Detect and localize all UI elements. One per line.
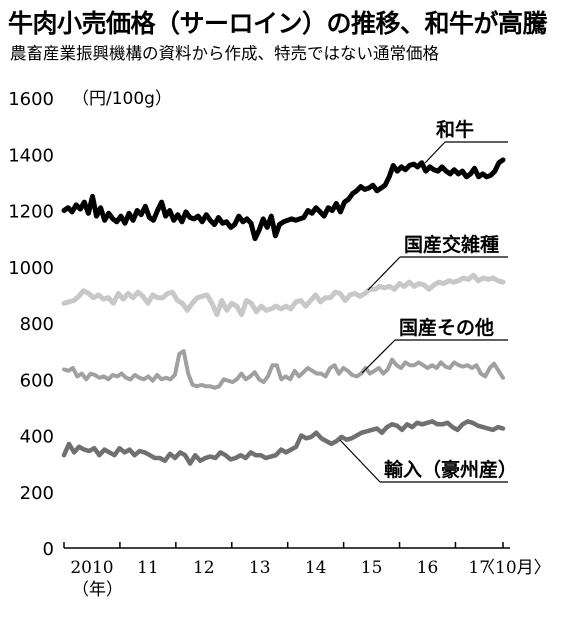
y-tick-label: 1000 [8, 258, 54, 279]
x-tick-label: 16 [417, 558, 439, 578]
y-tick-label: 200 [20, 483, 54, 504]
x-tick-label: 11 [137, 558, 159, 578]
series-lines [61, 157, 506, 466]
x-axis-year-unit: （年） [72, 580, 123, 600]
callout-leader [361, 339, 396, 374]
callout-label-1: 国産交雑種 [404, 233, 499, 256]
callout-label-2: 国産その他 [399, 316, 494, 339]
x-tick-label: 14 [305, 558, 327, 578]
series-line-1 [61, 272, 506, 318]
y-tick-label: 0 [43, 539, 54, 560]
series-line-3 [61, 419, 506, 466]
callout-leader [424, 141, 446, 164]
y-tick-label: 400 [20, 427, 54, 448]
series-line-0 [61, 157, 506, 242]
x-tick-label: 17 [468, 558, 490, 578]
x-last-note: 〈10月〉 [478, 558, 551, 578]
y-axis-unit: （円/100g） [72, 89, 172, 109]
callout-leader [339, 439, 381, 483]
callout-leader [367, 256, 401, 291]
series-line-2 [62, 349, 505, 390]
y-tick-label: 1200 [8, 202, 54, 223]
y-tick-label: 800 [20, 314, 54, 335]
x-tick-label: 13 [249, 558, 271, 578]
callout-label-0: 和牛 [436, 118, 474, 141]
y-tick-label: 600 [20, 370, 54, 391]
x-axis-ticks: 2010 11 12 13 14 15 16 17〈10月〉 [63, 542, 551, 578]
y-tick-label: 1400 [8, 145, 54, 166]
x-tick-label: 2010 [70, 558, 113, 578]
y-tick-label: 1600 [8, 89, 54, 110]
x-tick-label: 15 [361, 558, 383, 578]
x-tick-label: 12 [193, 558, 215, 578]
callout-label-3: 輸入（豪州産） [384, 458, 517, 481]
page-title: 牛肉小売価格（サーロイン）の推移、和牛が高騰 [8, 9, 548, 38]
page-subtitle: 農畜産業振興機構の資料から作成、特売ではない通常価格 [10, 44, 439, 63]
y-axis-ticks: 0 200 400 600 800 1000 1200 1400 1600 [8, 89, 54, 560]
